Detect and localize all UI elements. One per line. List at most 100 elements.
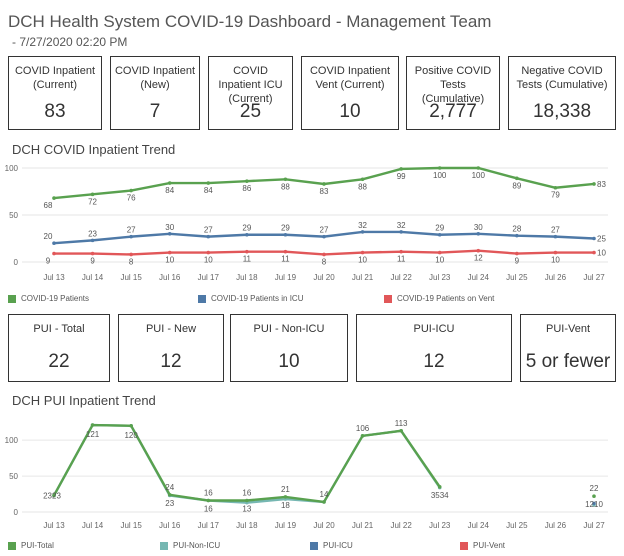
data-label: 14 — [320, 490, 329, 499]
data-point — [129, 188, 133, 193]
kpi-card-pui-icu: PUI-ICU 12 — [356, 314, 512, 382]
x-tick-label: Jul 25 — [506, 273, 528, 280]
kpi-card-pui-non-icu: PUI - Non-ICU 10 — [230, 314, 348, 382]
data-label: 9 — [46, 257, 51, 266]
data-label: 30 — [474, 223, 483, 232]
data-point — [437, 485, 442, 489]
data-point — [167, 250, 172, 255]
x-tick-label: Jul 22 — [390, 273, 412, 280]
x-tick-label: Jul 19 — [275, 521, 297, 530]
data-label: 10 — [204, 256, 213, 265]
data-point — [52, 196, 56, 200]
data-point — [322, 500, 326, 504]
kpi-card-pui-new: PUI - New 12 — [118, 314, 224, 382]
kpi-value: 7 — [149, 101, 161, 122]
data-point — [553, 185, 558, 190]
data-label: 27 — [320, 226, 329, 235]
data-point — [592, 236, 596, 241]
legend-swatch — [384, 294, 392, 303]
kpi-label: COVID Inpatient Vent (Current) — [309, 65, 391, 91]
kpi-value: 83 — [44, 101, 66, 122]
x-tick-label: Jul 13 — [43, 521, 65, 530]
kpi-label: PUI-ICU — [413, 323, 455, 335]
kpi-label: PUI - New — [145, 323, 197, 335]
x-tick-label: Jul 20 — [313, 273, 335, 280]
x-tick-label: Jul 15 — [120, 521, 142, 530]
data-label: 10 — [551, 256, 560, 265]
data-point — [129, 423, 133, 428]
data-label: 23 — [165, 499, 174, 508]
x-tick-label: Jul 18 — [236, 521, 258, 530]
data-point — [52, 493, 56, 498]
data-label: 89 — [512, 181, 521, 190]
data-label: 120 — [124, 431, 138, 440]
data-label: 29 — [242, 224, 251, 233]
data-point — [515, 176, 519, 181]
legend-item-pui-vent: PUI-Vent — [460, 541, 505, 550]
data-point — [90, 251, 95, 256]
data-point — [553, 250, 558, 255]
kpi-value: 5 or fewer — [525, 351, 611, 372]
data-point — [206, 234, 211, 239]
data-point — [399, 167, 403, 171]
legend-swatch — [8, 294, 16, 303]
kpi-value: 22 — [48, 351, 70, 372]
kpi-value: 10 — [339, 101, 361, 122]
x-tick-label: Jul 21 — [352, 521, 374, 530]
data-point — [322, 252, 326, 257]
kpi-value: 18,338 — [532, 101, 592, 122]
data-point — [360, 250, 365, 255]
y-tick-label: 0 — [14, 258, 19, 267]
data-label: 10 — [597, 249, 606, 258]
data-label: 32 — [397, 221, 406, 230]
kpi-card-negative-tests: Negative COVID Tests (Cumulative) 18,338 — [508, 56, 616, 130]
kpi-label: Positive COVID Tests (Cumulative) — [414, 65, 492, 105]
data-label: 21 — [281, 485, 290, 494]
legend-item-covid-patients: COVID-19 Patients — [8, 294, 89, 303]
data-label: 27 — [127, 226, 136, 235]
kpi-value: 10 — [278, 351, 300, 372]
data-label: 10 — [358, 256, 367, 265]
data-point — [129, 234, 133, 239]
x-tick-label: Jul 25 — [506, 521, 528, 530]
data-point — [206, 498, 211, 503]
kpi-label: PUI - Total — [33, 323, 85, 335]
data-label: 30 — [165, 223, 174, 232]
legend-swatch — [460, 541, 468, 550]
data-label: 23 — [88, 229, 97, 238]
data-label: 10 — [435, 256, 444, 265]
data-point — [360, 434, 365, 438]
data-label: 8 — [322, 257, 327, 266]
data-point — [399, 230, 403, 234]
data-point — [167, 232, 172, 236]
data-point — [515, 251, 519, 256]
x-tick-label: Jul 17 — [198, 273, 220, 280]
kpi-card-pui-vent: PUI-Vent 5 or fewer — [520, 314, 616, 382]
data-point — [592, 182, 596, 186]
kpi-card-positive-tests: Positive COVID Tests (Cumulative) 2,777 — [406, 56, 500, 130]
kpi-label: COVID Inpatient ICU (Current) — [218, 65, 283, 105]
data-point — [283, 232, 288, 237]
data-point — [245, 498, 249, 503]
kpi-label: COVID Inpatient (Current) — [14, 65, 96, 91]
covid-trend-title: DCH COVID Inpatient Trend — [12, 142, 176, 157]
data-point — [437, 232, 442, 237]
covid-inpatient-trend-chart: 0 50 100 Jul 13 Jul 14 Jul 15 Jul 16 Jul 17 Jul … — [5, 164, 608, 280]
data-label: 18 — [281, 501, 290, 510]
x-tick-label: Jul 20 — [313, 521, 335, 530]
data-label: 68 — [44, 201, 53, 210]
y-tick-label: 100 — [5, 164, 19, 173]
legend-label: COVID-19 Patients on Vent — [397, 294, 495, 303]
data-label: 16 — [204, 489, 213, 498]
legend-label: COVID-19 Patients — [21, 294, 90, 303]
data-point — [283, 177, 288, 182]
x-tick-label: Jul 23 — [429, 273, 451, 280]
data-label: 83 — [320, 187, 329, 196]
kpi-label: PUI - Non-ICU — [253, 323, 325, 335]
data-label: 11 — [281, 255, 290, 264]
kpi-label: COVID Inpatient (New) — [114, 65, 196, 91]
data-point — [437, 250, 442, 255]
data-label: 106 — [356, 424, 370, 433]
legend-swatch — [8, 541, 16, 550]
kpi-card-pui-total: PUI - Total 22 — [8, 314, 110, 382]
